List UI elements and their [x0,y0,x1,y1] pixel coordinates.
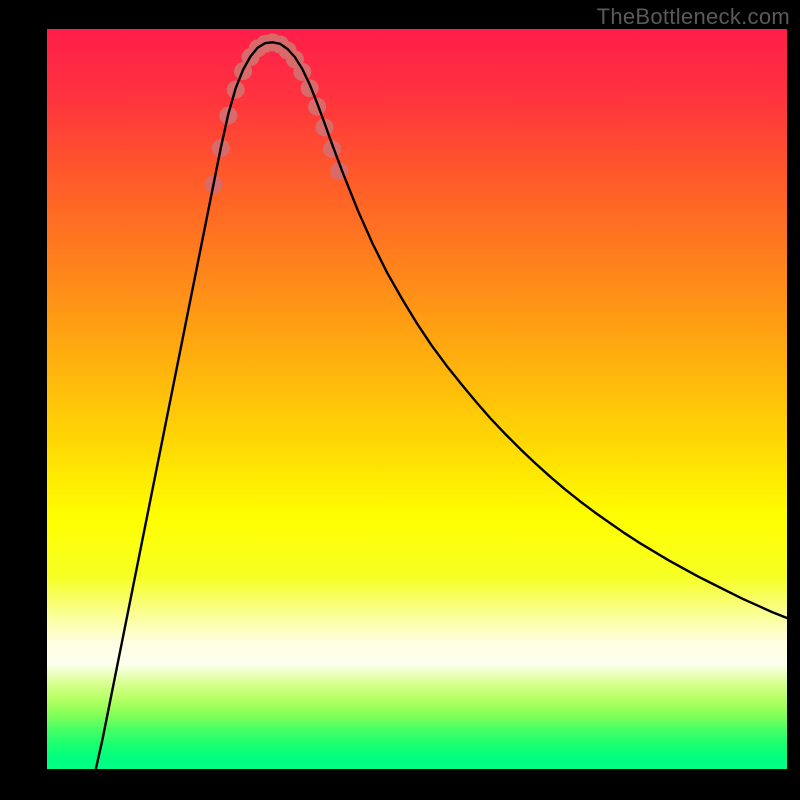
watermark-text: TheBottleneck.com [597,4,790,30]
bottleneck-chart [0,0,800,800]
chart-container: TheBottleneck.com [0,0,800,800]
